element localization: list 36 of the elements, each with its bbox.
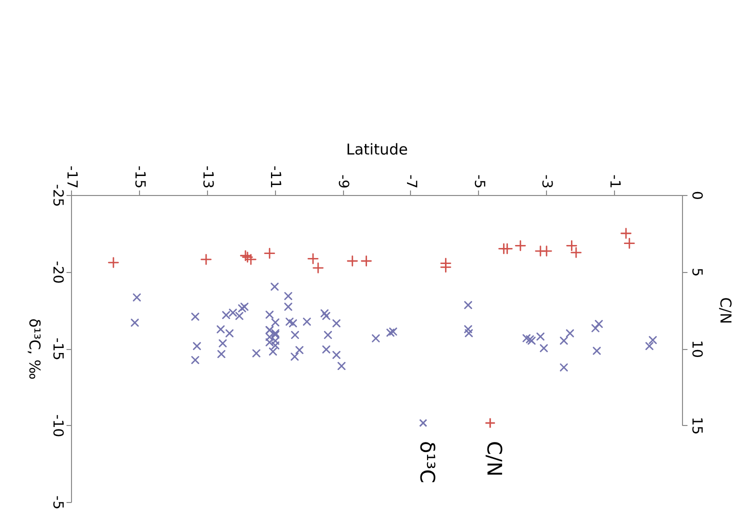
y-tick-label: -10 bbox=[50, 414, 66, 438]
y2-tick-label: 0 bbox=[688, 191, 704, 200]
point bbox=[108, 257, 119, 268]
point bbox=[264, 248, 276, 259]
point bbox=[312, 262, 324, 274]
x-tick-label: -9 bbox=[335, 174, 352, 188]
x-tick-label: -7 bbox=[402, 174, 419, 188]
y2-axis-title: C/N bbox=[716, 297, 734, 324]
y2-tick-label: 15 bbox=[688, 416, 704, 435]
y-axis-title: δ¹³C, ‰ bbox=[26, 318, 44, 380]
y-tick-label: -25 bbox=[50, 184, 66, 207]
point bbox=[200, 254, 212, 265]
x-tick-label: -11 bbox=[267, 166, 284, 188]
point bbox=[440, 262, 452, 273]
y-tick-label: -15 bbox=[50, 338, 66, 360]
x-axis-title: Latitude bbox=[346, 140, 408, 159]
x-tick-label: -13 bbox=[199, 166, 216, 188]
y2-tick-label: 10 bbox=[688, 340, 704, 358]
legend-label: C/N bbox=[482, 440, 507, 477]
point bbox=[514, 240, 526, 252]
x-tick-label: -5 bbox=[470, 174, 487, 188]
y-tick-label: -5 bbox=[50, 496, 66, 510]
y-tick-label: -20 bbox=[50, 260, 66, 284]
point bbox=[502, 243, 513, 254]
point bbox=[360, 256, 372, 266]
y2-tick-label: 5 bbox=[688, 268, 704, 277]
x-tick-label: -17 bbox=[64, 166, 80, 188]
legend-label: δ¹³C bbox=[416, 440, 440, 484]
point bbox=[624, 238, 635, 249]
point bbox=[346, 256, 358, 266]
x-tick-label: -1 bbox=[606, 174, 623, 188]
x-tick-label: -15 bbox=[131, 166, 148, 188]
point bbox=[620, 228, 632, 239]
x-tick-label: -3 bbox=[538, 174, 555, 188]
point bbox=[541, 246, 552, 256]
point bbox=[308, 253, 318, 264]
